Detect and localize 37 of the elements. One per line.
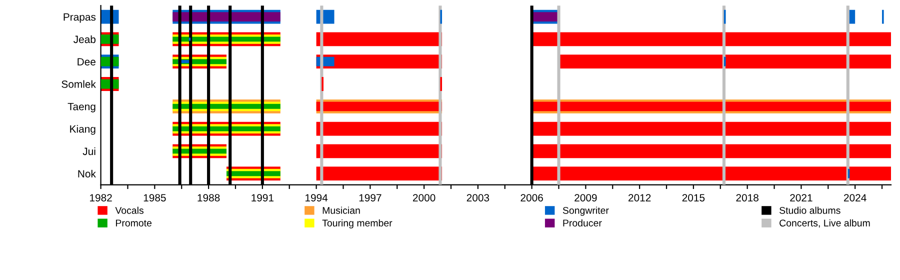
y-tick-label: Dee	[78, 58, 96, 66]
x-tick-label: 1991	[252, 194, 274, 202]
x-tick-label: 2000	[413, 194, 436, 202]
bar	[558, 54, 891, 69]
legend-label: Songwriter	[562, 206, 609, 216]
y-tick-label: Somlek	[62, 80, 96, 88]
x-tick-label: 1994	[306, 194, 328, 202]
x-tick-label: 2006	[520, 194, 543, 202]
x-tick-label: 2003	[466, 194, 490, 202]
y-tick-label: Jui	[82, 147, 96, 156]
y-tick-label: Nok	[78, 170, 96, 178]
bar	[532, 144, 891, 158]
legend-label: Promote	[116, 220, 152, 226]
x-tick-label: 2012	[628, 194, 651, 202]
legend-label: Vocals	[115, 206, 144, 214]
y-tick-label: Kiang	[70, 125, 96, 135]
y-tick-label: Taeng	[68, 103, 96, 112]
x-tick-label: 1985	[144, 194, 166, 202]
x-tick-label: 2018	[736, 194, 758, 202]
x-tick-label: 1988	[198, 194, 220, 202]
legend-label: Concerts, Live album	[780, 219, 870, 228]
x-tick-label: 2021	[790, 194, 812, 202]
x-tick-label: 1982	[90, 194, 112, 202]
y-tick-label: Jeab	[74, 35, 96, 44]
bar	[532, 32, 891, 46]
bar	[532, 102, 891, 112]
bar	[532, 122, 891, 136]
legend-label: Touring member	[322, 219, 392, 228]
legend-label: Studio albums	[780, 206, 840, 214]
legend-label: Musician	[322, 206, 360, 214]
x-tick-label: 2024	[844, 194, 866, 202]
x-tick-label: 2009	[574, 194, 597, 202]
bar	[532, 166, 891, 181]
legend-label: Producer	[563, 219, 602, 226]
y-tick-label: Prapas	[64, 13, 96, 23]
x-tick-label: 2015	[682, 194, 705, 202]
x-tick-label: 1997	[359, 194, 382, 202]
